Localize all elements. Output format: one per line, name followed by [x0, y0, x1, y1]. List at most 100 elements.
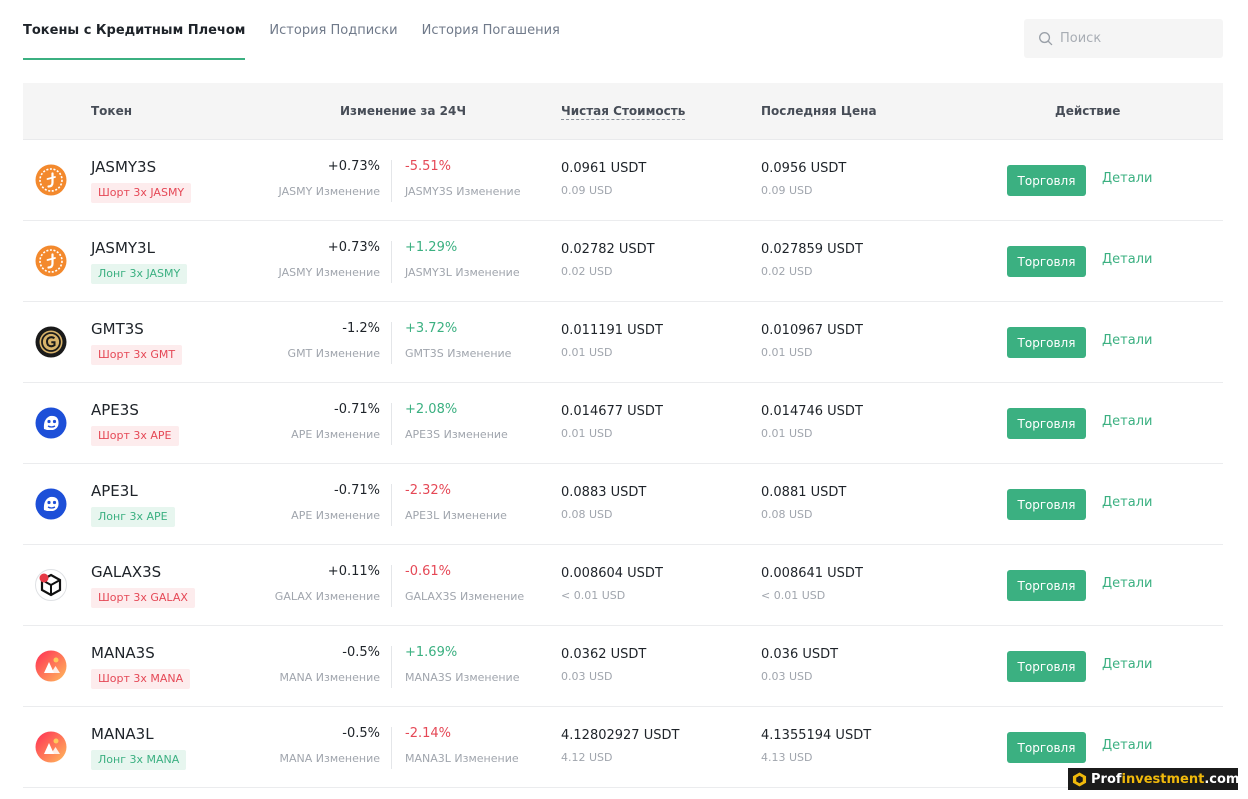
token-change-label: GMT3S Изменение — [405, 347, 512, 360]
trade-button[interactable]: Торговля — [1007, 165, 1086, 196]
token-change: -0.61% — [405, 564, 451, 579]
trade-button[interactable]: Торговля — [1007, 327, 1086, 358]
token-change-label: MANA3L Изменение — [405, 752, 519, 765]
token-symbol: MANA3L — [91, 725, 154, 743]
token-change-label: APE3L Изменение — [405, 509, 507, 522]
token-change-label: JASMY3S Изменение — [405, 185, 521, 198]
last-price-value: 0.010967 USDT — [761, 323, 863, 338]
jasmy-coin-icon — [35, 164, 67, 196]
underlying-change-label: JASMY Изменение — [278, 266, 380, 279]
nav-value: 0.02782 USDT — [561, 242, 655, 257]
table-row: APE3S Шорт 3x APE -0.71% APE Изменение +2.08… — [23, 383, 1223, 464]
token-symbol: GMT3S — [91, 320, 144, 338]
details-link[interactable]: Детали — [1102, 576, 1153, 591]
details-link[interactable]: Детали — [1102, 171, 1153, 186]
gmt-coin-icon — [35, 326, 67, 358]
underlying-change: -0.5% — [342, 726, 380, 741]
last-price-value: 0.008641 USDT — [761, 566, 863, 581]
last-price-usd-value: < 0.01 USD — [761, 589, 826, 602]
token-change-label: JASMY3L Изменение — [405, 266, 520, 279]
tab-leveraged-tokens[interactable]: Токены с Кредитным Плечом — [23, 0, 246, 60]
last-price-usd-value: 0.08 USD — [761, 508, 813, 521]
details-link[interactable]: Детали — [1102, 333, 1153, 348]
change-divider — [391, 727, 392, 769]
token-change-label: APE3S Изменение — [405, 428, 508, 441]
change-divider — [391, 241, 392, 283]
last-price-usd-value: 0.01 USD — [761, 346, 813, 359]
last-price-value: 0.036 USDT — [761, 647, 839, 662]
nav-value: 0.0883 USDT — [561, 485, 647, 500]
trade-button[interactable]: Торговля — [1007, 732, 1086, 763]
last-price-value: 4.1355194 USDT — [761, 728, 872, 743]
change-divider — [391, 160, 392, 202]
col-header-change-24h: Изменение за 24Ч — [340, 104, 467, 118]
token-change: +3.72% — [405, 321, 458, 336]
underlying-change-label: APE Изменение — [291, 509, 380, 522]
trade-button[interactable]: Торговля — [1007, 651, 1086, 682]
underlying-change: -0.71% — [334, 483, 380, 498]
underlying-change-label: MANA Изменение — [279, 752, 380, 765]
search-input[interactable] — [1060, 31, 1210, 46]
direction-badge: Лонг 3x APE — [91, 507, 175, 527]
token-table-body: JASMY3S Шорт 3x JASMY +0.73% JASMY Изменени… — [23, 140, 1223, 788]
nav-value: 0.008604 USDT — [561, 566, 663, 581]
ape-coin-icon — [35, 488, 67, 520]
details-link[interactable]: Детали — [1102, 252, 1153, 267]
nav-value: 0.0961 USDT — [561, 161, 647, 176]
mana-coin-icon — [35, 650, 67, 682]
details-link[interactable]: Детали — [1102, 738, 1153, 753]
token-symbol: GALAX3S — [91, 563, 162, 581]
last-price-usd-value: 0.03 USD — [761, 670, 813, 683]
ape-coin-icon — [35, 407, 67, 439]
watermark-suffix: .com — [1204, 771, 1240, 787]
direction-badge: Шорт 3x APE — [91, 426, 179, 446]
underlying-change-label: JASMY Изменение — [278, 185, 380, 198]
col-header-token: Токен — [91, 104, 133, 118]
col-header-action: Действие — [1055, 104, 1121, 118]
tab-subscription-history[interactable]: История Подписки — [269, 22, 398, 38]
last-price-value: 0.0956 USDT — [761, 161, 847, 176]
nav-usd-value: 0.09 USD — [561, 184, 613, 197]
trade-button[interactable]: Торговля — [1007, 570, 1086, 601]
nav-value: 0.014677 USDT — [561, 404, 663, 419]
details-link[interactable]: Детали — [1102, 657, 1153, 672]
nav-usd-value: 0.01 USD — [561, 346, 613, 359]
underlying-change: +0.73% — [327, 159, 380, 174]
token-symbol: APE3L — [91, 482, 138, 500]
token-change-label: MANA3S Изменение — [405, 671, 520, 684]
token-change: +2.08% — [405, 402, 458, 417]
tab-redemption-history[interactable]: История Погашения — [421, 22, 560, 38]
token-change-label: GALAX3S Изменение — [405, 590, 525, 603]
token-symbol: JASMY3S — [91, 158, 157, 176]
token-symbol: APE3S — [91, 401, 139, 419]
watermark-prefix: Prof — [1091, 771, 1122, 787]
galax-coin-icon — [35, 569, 67, 601]
nav-usd-value: 4.12 USD — [561, 751, 613, 764]
direction-badge: Шорт 3x MANA — [91, 669, 191, 689]
change-divider — [391, 403, 392, 445]
details-link[interactable]: Детали — [1102, 495, 1153, 510]
token-change: +1.69% — [405, 645, 458, 660]
table-row: JASMY3S Шорт 3x JASMY +0.73% JASMY Изменени… — [23, 140, 1223, 221]
underlying-change-label: APE Изменение — [291, 428, 380, 441]
trade-button[interactable]: Торговля — [1007, 408, 1086, 439]
details-link[interactable]: Детали — [1102, 414, 1153, 429]
change-divider — [391, 646, 392, 688]
table-row: APE3L Лонг 3x APE -0.71% APE Изменение -2.32… — [23, 464, 1223, 545]
trade-button[interactable]: Торговля — [1007, 489, 1086, 520]
trade-button[interactable]: Торговля — [1007, 246, 1086, 277]
underlying-change: -0.71% — [334, 402, 380, 417]
underlying-change: -0.5% — [342, 645, 380, 660]
col-header-nav-label: Чистая Стоимость — [561, 104, 686, 120]
nav-value: 0.0362 USDT — [561, 647, 647, 662]
nav-value: 0.011191 USDT — [561, 323, 663, 338]
change-divider — [391, 484, 392, 526]
underlying-change: +0.73% — [327, 240, 380, 255]
direction-badge: Шорт 3x JASMY — [91, 183, 192, 203]
underlying-change-label: MANA Изменение — [279, 671, 380, 684]
col-header-nav[interactable]: Чистая Стоимость — [561, 83, 686, 139]
last-price-usd-value: 0.01 USD — [761, 427, 813, 440]
nav-usd-value: 0.03 USD — [561, 670, 613, 683]
search-box[interactable] — [1024, 19, 1223, 58]
underlying-change-label: GMT Изменение — [287, 347, 380, 360]
